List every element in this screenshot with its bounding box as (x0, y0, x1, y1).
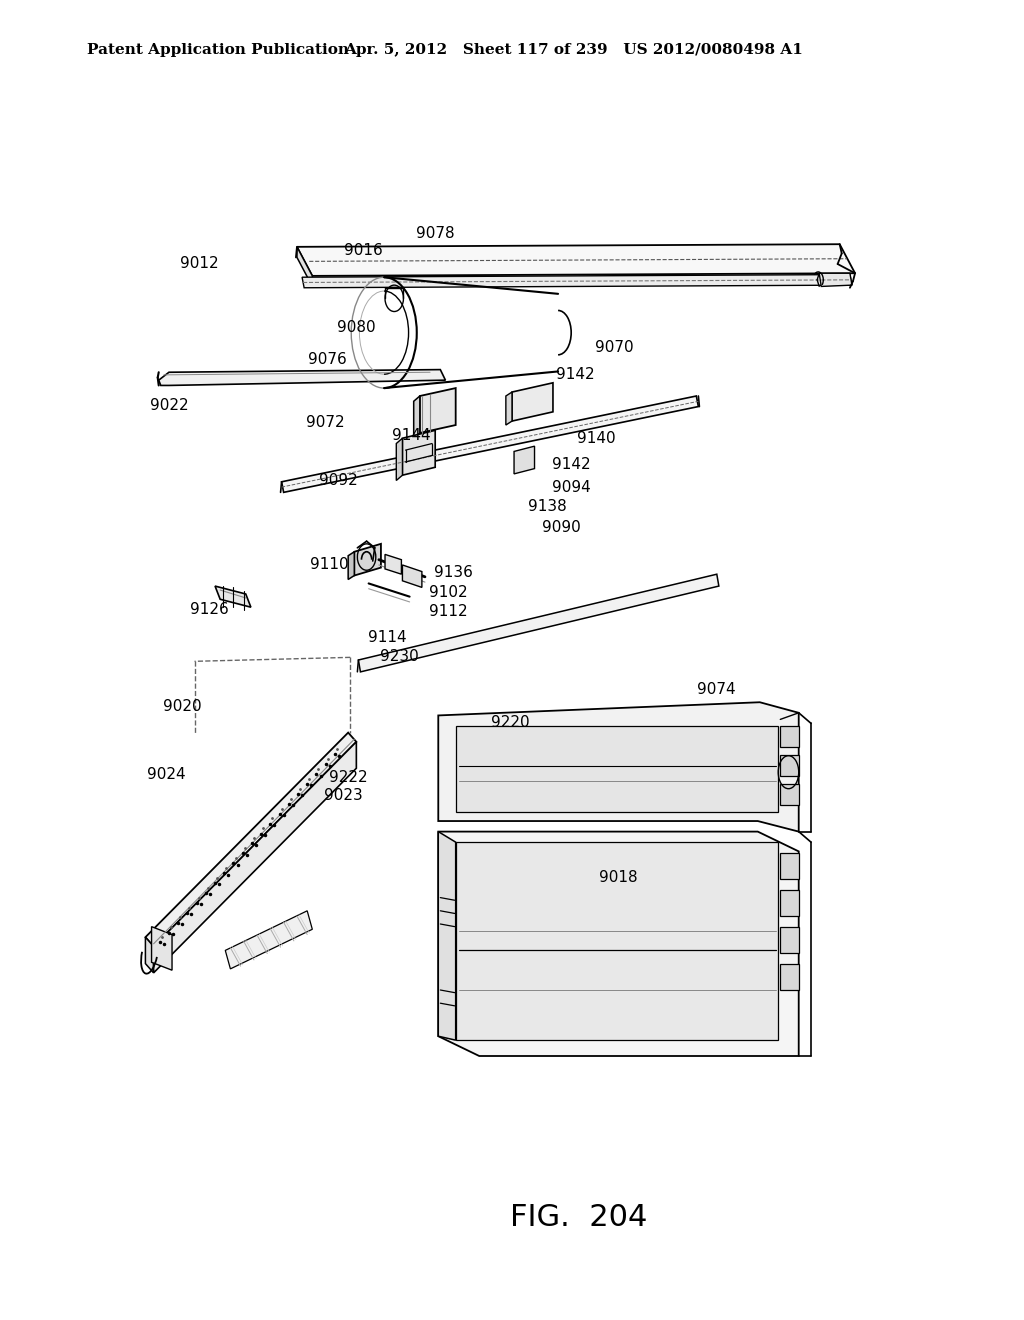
Text: 9142: 9142 (556, 367, 595, 383)
Polygon shape (358, 574, 719, 672)
Polygon shape (402, 430, 435, 475)
Polygon shape (159, 370, 445, 385)
Text: 9070: 9070 (595, 339, 634, 355)
Polygon shape (297, 244, 855, 276)
Text: 9078: 9078 (416, 226, 455, 242)
Text: 9090: 9090 (542, 520, 581, 536)
Text: 9080: 9080 (337, 319, 376, 335)
Polygon shape (780, 726, 799, 747)
Text: Apr. 5, 2012   Sheet 117 of 239   US 2012/0080498 A1: Apr. 5, 2012 Sheet 117 of 239 US 2012/00… (344, 44, 803, 57)
Text: 9220: 9220 (490, 714, 529, 730)
Text: 9114: 9114 (368, 630, 407, 645)
Polygon shape (438, 832, 456, 1040)
Polygon shape (145, 733, 356, 946)
Text: 9222: 9222 (329, 770, 368, 785)
Text: 9016: 9016 (344, 243, 383, 259)
Polygon shape (780, 964, 799, 990)
Text: 9024: 9024 (146, 767, 185, 783)
Polygon shape (385, 554, 401, 574)
Text: 9230: 9230 (380, 648, 419, 664)
Polygon shape (780, 890, 799, 916)
Text: 9023: 9023 (324, 788, 362, 804)
Text: 9076: 9076 (308, 351, 347, 367)
Polygon shape (348, 552, 354, 579)
Polygon shape (420, 388, 456, 433)
Polygon shape (506, 392, 512, 425)
Polygon shape (145, 937, 154, 973)
Text: 9022: 9022 (150, 397, 188, 413)
Polygon shape (456, 842, 778, 1040)
Text: 9144: 9144 (392, 428, 431, 444)
Polygon shape (780, 784, 799, 805)
Text: 9112: 9112 (429, 603, 468, 619)
Text: 9140: 9140 (577, 430, 615, 446)
Text: 9092: 9092 (318, 473, 357, 488)
Text: 9136: 9136 (434, 565, 473, 581)
Polygon shape (514, 446, 535, 474)
Text: 9018: 9018 (599, 870, 638, 886)
Text: 9074: 9074 (697, 681, 736, 697)
Text: 9020: 9020 (163, 698, 202, 714)
Polygon shape (512, 383, 553, 421)
Polygon shape (819, 273, 852, 286)
Polygon shape (438, 702, 799, 832)
Polygon shape (438, 832, 799, 1056)
Polygon shape (780, 853, 799, 879)
Polygon shape (414, 396, 420, 438)
Polygon shape (402, 565, 422, 587)
Text: 9012: 9012 (180, 256, 219, 272)
Text: 9126: 9126 (189, 602, 228, 618)
Polygon shape (780, 927, 799, 953)
Text: 9102: 9102 (429, 585, 468, 601)
Polygon shape (215, 586, 251, 607)
Polygon shape (282, 396, 698, 492)
Polygon shape (456, 726, 778, 812)
Text: 9110: 9110 (310, 557, 349, 573)
Polygon shape (152, 927, 172, 970)
Polygon shape (297, 247, 312, 286)
Text: 9072: 9072 (306, 414, 345, 430)
Polygon shape (354, 544, 381, 576)
Text: 9094: 9094 (552, 479, 591, 495)
Polygon shape (780, 755, 799, 776)
Polygon shape (396, 438, 402, 480)
Polygon shape (154, 742, 356, 973)
Polygon shape (225, 911, 312, 969)
Polygon shape (302, 275, 852, 288)
Text: 9138: 9138 (528, 499, 567, 515)
Text: Patent Application Publication: Patent Application Publication (87, 44, 349, 57)
Text: 9142: 9142 (552, 457, 591, 473)
Text: FIG.  204: FIG. 204 (510, 1203, 647, 1232)
